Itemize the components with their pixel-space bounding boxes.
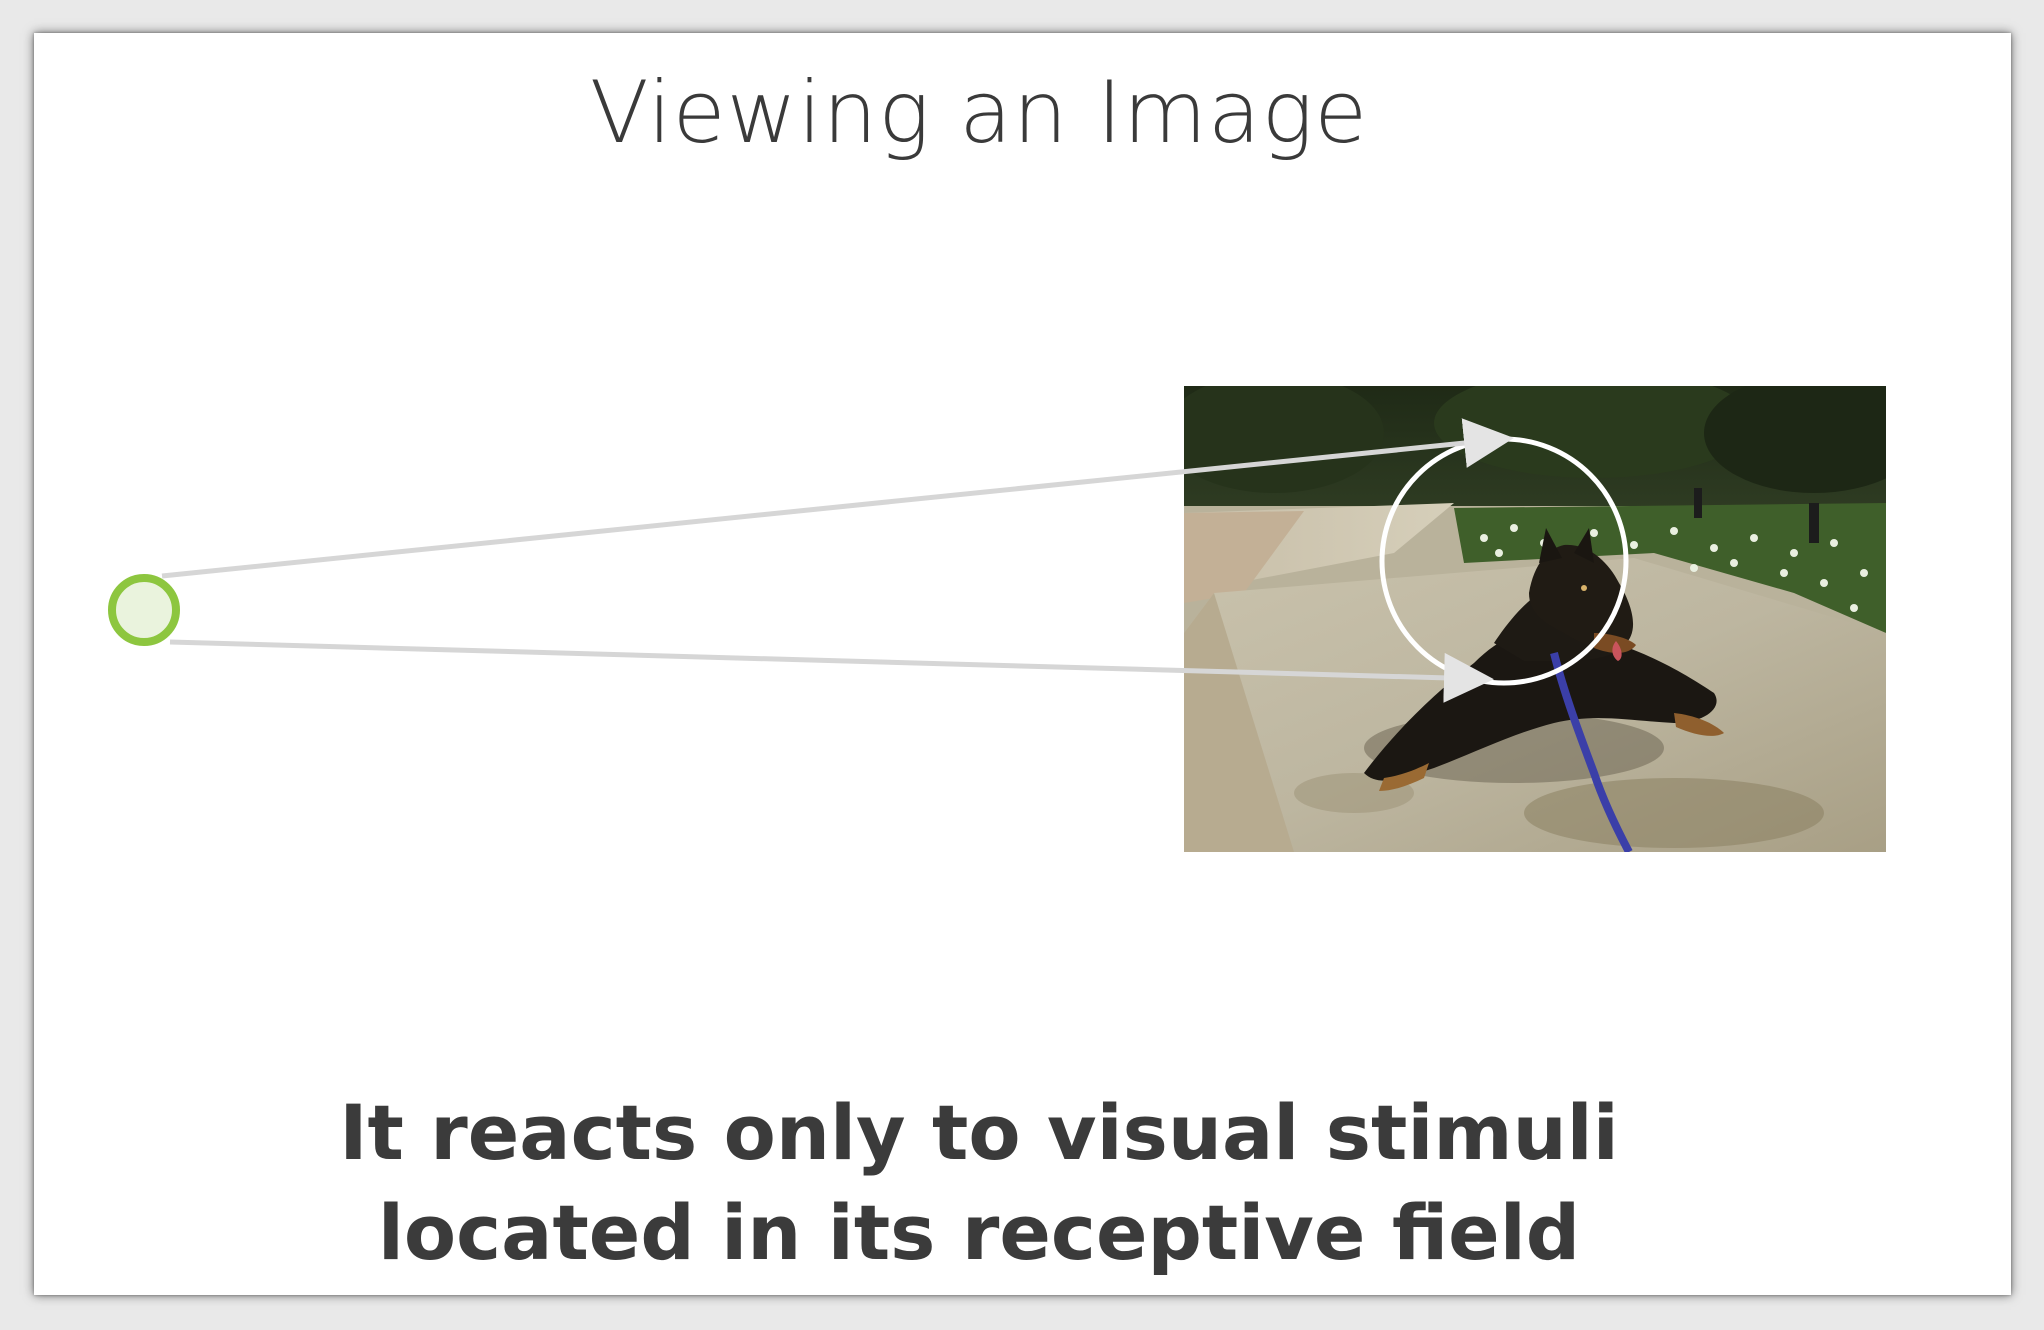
slide-title: Viewing an Image (589, 63, 1369, 163)
photo-leash (1550, 652, 1633, 852)
photo-walkway-edge (1184, 511, 1304, 603)
photo-tree-canopy (1434, 386, 1754, 478)
caption-line-1: It reacts only to visual stimuli (339, 1088, 1619, 1177)
slide-caption: It reacts only to visual stimuli located… (34, 1083, 1924, 1283)
photo-hedge (1454, 503, 1886, 633)
dog-photo (1184, 386, 1886, 852)
projection-line-bottom (169, 639, 1494, 703)
photo-slab-stain (1524, 778, 1824, 848)
photo-lamp-post (1809, 503, 1819, 543)
photo-slab-side (1184, 593, 1294, 852)
projection-line-top (161, 418, 1514, 579)
neuron-node (108, 574, 180, 646)
receptive-field-diagram (108, 386, 1886, 852)
caption-line-2: located in its receptive field (377, 1188, 1581, 1277)
photo-lamp-post (1694, 488, 1702, 518)
slide: Viewing an Image (34, 33, 2011, 1295)
photo-tree-canopy (1704, 386, 1886, 493)
photo-tree-canopy (1184, 386, 1384, 493)
photo-flowers (1480, 524, 1868, 612)
